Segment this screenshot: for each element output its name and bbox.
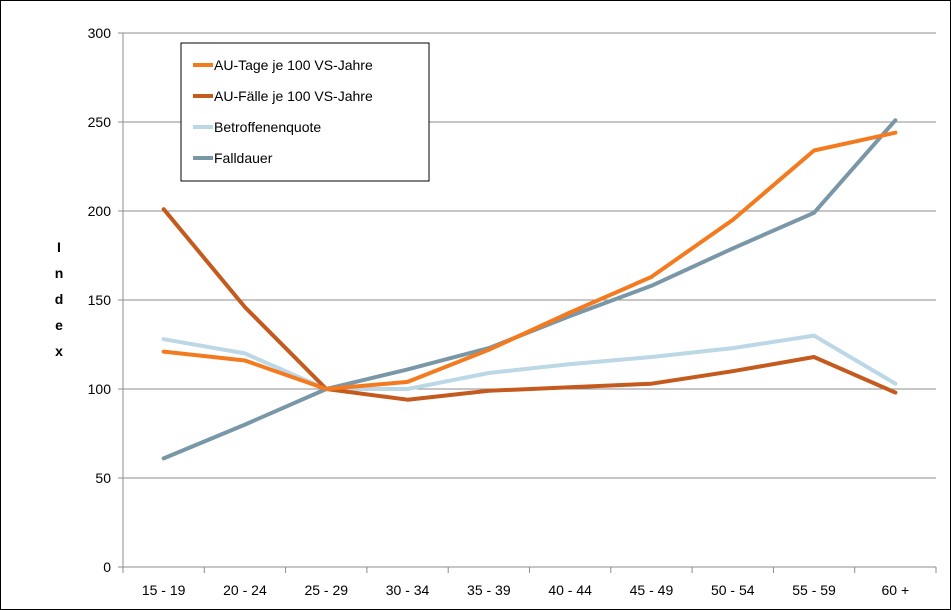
series-lines: [161, 118, 898, 461]
x-tick-label: 50 - 54: [711, 582, 755, 598]
x-tick-label: 25 - 29: [304, 582, 348, 598]
legend-label-3: Falldauer: [214, 150, 273, 166]
x-tick-label: 35 - 39: [467, 582, 511, 598]
legend-label-1: AU-Fälle je 100 VS-Jahre: [214, 88, 373, 104]
x-tick-label: 55 - 59: [792, 582, 836, 598]
y-tick-label: 50: [95, 470, 111, 486]
legend-label-0: AU-Tage je 100 VS-Jahre: [214, 57, 373, 73]
series-line-1: [161, 207, 898, 402]
series-line-2: [161, 333, 898, 391]
y-tick-label: 200: [88, 203, 112, 219]
x-tick-label: 20 - 24: [223, 582, 267, 598]
legend: AU-Tage je 100 VS-Jahre AU-Fälle je 100 V…: [180, 42, 430, 182]
y-tick-labels: 0 50 100 150 200 250 300: [88, 25, 112, 575]
x-tick-label: 40 - 44: [548, 582, 592, 598]
x-tick-label: 60 +: [882, 582, 910, 598]
y-tick-label: 150: [88, 292, 112, 308]
axes: [118, 32, 937, 573]
x-tick-label: 30 - 34: [386, 582, 430, 598]
x-tick-label: 45 - 49: [630, 582, 674, 598]
x-tick-labels: 15 - 19 20 - 24 25 - 29 30 - 34 35 - 39 40 - …: [142, 582, 909, 598]
series-line-0: [161, 130, 898, 391]
y-tick-label: 0: [103, 559, 111, 575]
x-tick-label: 15 - 19: [142, 582, 186, 598]
y-tick-label: 100: [88, 381, 112, 397]
legend-label-2: Betroffenenquote: [214, 119, 321, 135]
legend-box: [180, 42, 430, 182]
y-tick-label: 300: [88, 25, 112, 41]
y-tick-label: 250: [88, 114, 112, 130]
